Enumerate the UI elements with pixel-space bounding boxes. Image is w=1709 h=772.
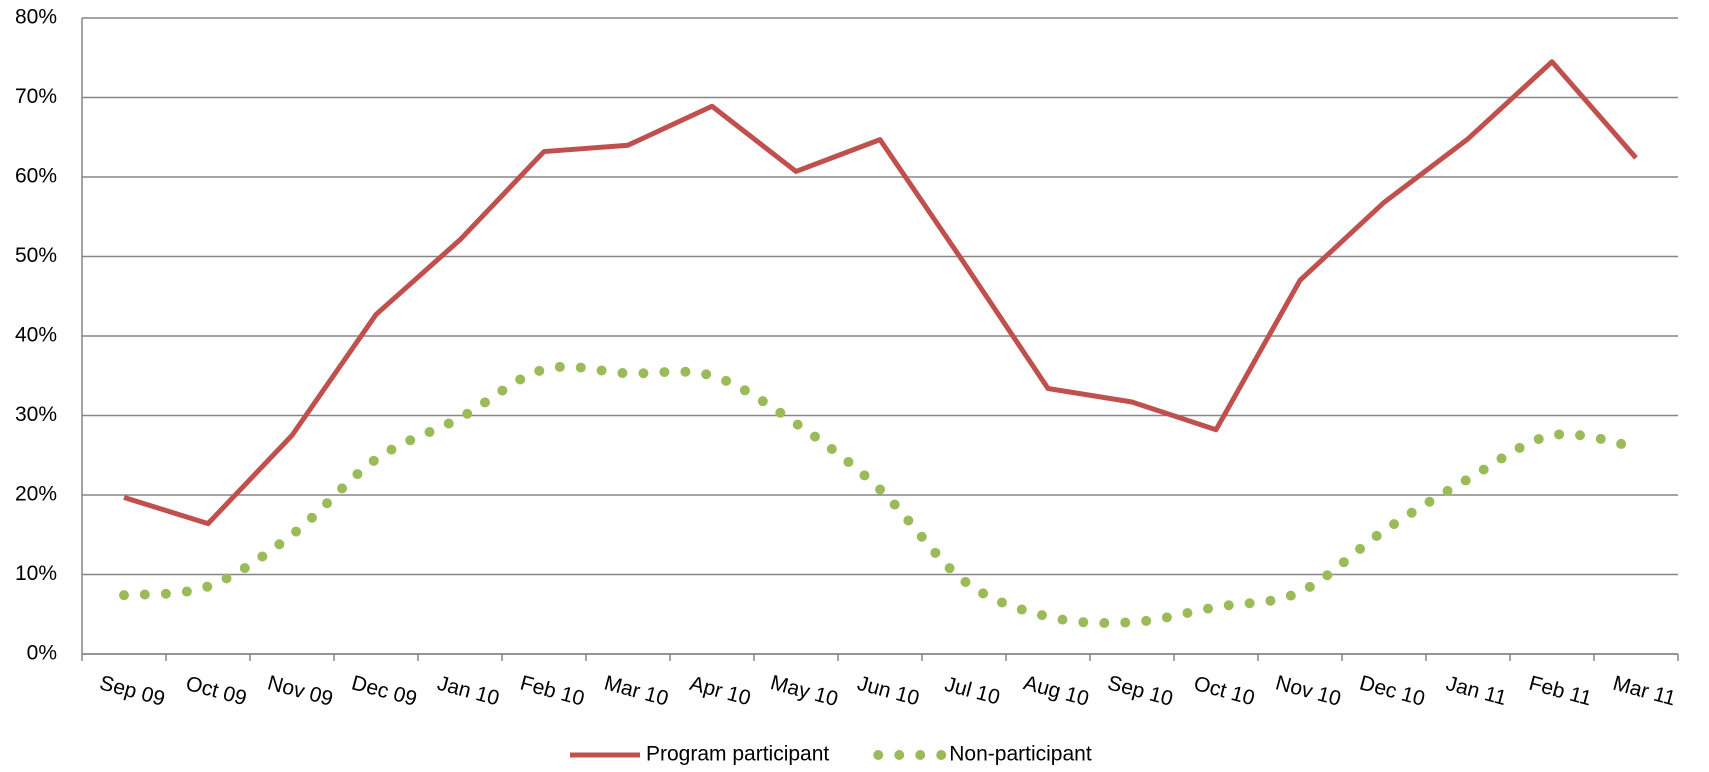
x-tick-label: Oct 09 xyxy=(183,672,249,710)
x-tick-label: Aug 10 xyxy=(1021,671,1091,710)
x-tick-label: May 10 xyxy=(768,671,840,711)
series-line xyxy=(119,361,1641,629)
series-line xyxy=(123,59,1638,527)
y-tick-label: 0% xyxy=(27,642,57,665)
x-tick-label: Jan 10 xyxy=(435,672,502,711)
y-tick-label: 30% xyxy=(15,403,57,426)
y-tick-label: 10% xyxy=(15,562,57,585)
x-tick-label: Feb 10 xyxy=(518,672,587,711)
x-tick-label: Nov 10 xyxy=(1273,671,1343,710)
x-tick-label: Mar 11 xyxy=(1610,672,1678,711)
x-tick-label: Jul 10 xyxy=(942,673,1002,710)
x-tick-label: Sep 10 xyxy=(1105,671,1175,710)
x-tick-label: Dec 10 xyxy=(1357,671,1427,710)
legend-label: Program participant xyxy=(646,743,829,766)
y-tick-label: 40% xyxy=(15,324,57,347)
x-tick-label: Nov 09 xyxy=(265,671,335,710)
x-tick-label: Sep 09 xyxy=(97,671,167,710)
legend-label: Non-participant xyxy=(949,743,1092,766)
x-tick-label: Mar 10 xyxy=(602,672,671,711)
x-tick-label: Apr 10 xyxy=(687,672,753,710)
y-tick-label: 20% xyxy=(15,483,57,506)
x-tick-label: Feb 11 xyxy=(1526,672,1594,711)
x-tick-label: Jun 10 xyxy=(855,672,922,711)
x-tick-label: Oct 10 xyxy=(1191,672,1257,710)
x-tick-label: Jan 11 xyxy=(1444,672,1509,710)
y-tick-label: 80% xyxy=(15,6,57,29)
y-tick-label: 60% xyxy=(15,165,57,188)
y-tick-label: 50% xyxy=(15,244,57,267)
x-tick-label: Dec 09 xyxy=(349,671,419,710)
y-tick-label: 70% xyxy=(15,85,57,108)
